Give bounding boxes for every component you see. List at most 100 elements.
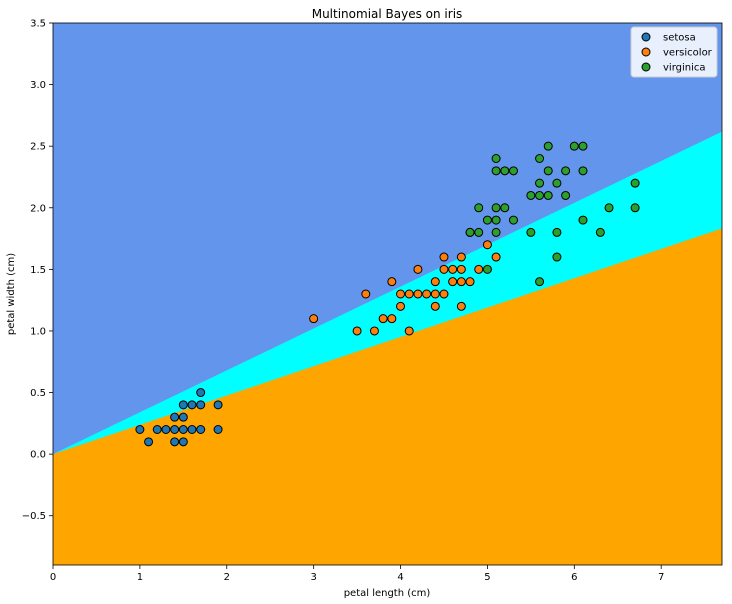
- y-tick-label: 2.5: [30, 142, 46, 153]
- point-setosa: [144, 437, 154, 447]
- point-setosa: [196, 400, 206, 410]
- point-virginica: [474, 227, 484, 237]
- point-virginica: [578, 141, 588, 151]
- point-virginica: [578, 166, 588, 176]
- x-tick-label: 5: [484, 572, 490, 583]
- point-versicolor: [413, 264, 423, 274]
- point-virginica: [543, 166, 553, 176]
- point-virginica: [535, 277, 545, 287]
- point-versicolor: [387, 277, 397, 287]
- point-setosa: [170, 425, 180, 434]
- x-tick-label: 2: [224, 572, 230, 583]
- point-versicolor: [422, 289, 432, 299]
- point-setosa: [187, 400, 197, 410]
- point-virginica: [543, 190, 553, 200]
- x-tick-label: 0: [50, 572, 56, 583]
- point-setosa: [213, 400, 223, 410]
- point-versicolor: [439, 289, 449, 299]
- x-tick-label: 3: [310, 572, 316, 583]
- decision-regions: [53, 23, 722, 565]
- point-versicolor: [309, 314, 319, 324]
- y-tick-label: 0.5: [30, 388, 46, 399]
- point-versicolor: [396, 289, 406, 299]
- y-tick-label: 1.5: [30, 265, 46, 276]
- point-versicolor: [465, 277, 475, 287]
- point-versicolor: [439, 252, 449, 262]
- point-virginica: [508, 166, 518, 176]
- point-virginica: [535, 190, 545, 200]
- point-virginica: [630, 178, 640, 188]
- point-versicolor: [439, 264, 449, 274]
- x-tick-label: 7: [658, 572, 664, 583]
- y-tick-label: −0.5: [22, 511, 46, 522]
- point-setosa: [196, 388, 206, 398]
- x-tick-label: 1: [137, 572, 143, 583]
- point-virginica: [465, 227, 475, 237]
- x-axis: 0 1 2 3 4 5 6 7: [50, 565, 664, 583]
- y-axis-label: petal width (cm): [6, 253, 17, 335]
- point-versicolor: [430, 301, 440, 311]
- point-virginica: [630, 203, 640, 213]
- point-virginica: [552, 252, 562, 262]
- region-setosa: [53, 228, 722, 565]
- legend: setosa versicolor virginica: [630, 26, 718, 78]
- point-versicolor: [352, 326, 362, 336]
- chart-title: Multinomial Bayes on iris: [312, 7, 463, 21]
- point-versicolor: [387, 314, 397, 324]
- point-virginica: [500, 203, 510, 213]
- plot-frame: [52, 22, 723, 566]
- point-virginica: [535, 178, 545, 188]
- point-virginica: [491, 215, 501, 225]
- point-versicolor: [430, 277, 440, 287]
- point-virginica: [552, 178, 562, 188]
- point-setosa: [178, 437, 188, 447]
- legend-label-virginica: virginica: [663, 63, 706, 74]
- point-versicolor: [474, 264, 484, 274]
- point-versicolor: [456, 252, 466, 262]
- point-versicolor: [413, 289, 423, 299]
- point-versicolor: [456, 264, 466, 274]
- y-tick-label: 2.0: [30, 203, 46, 214]
- x-tick-label: 4: [397, 572, 403, 583]
- point-virginica: [482, 215, 492, 225]
- point-versicolor: [430, 289, 440, 299]
- y-tick-label: 1.0: [30, 326, 46, 337]
- point-virginica: [561, 166, 571, 176]
- legend-marker-setosa: [641, 32, 651, 42]
- y-axis: −0.5 0.0 0.5 1.0 1.5 2.0 2.5 3.0 3.5: [22, 19, 53, 522]
- point-setosa: [178, 425, 188, 434]
- point-setosa: [152, 425, 162, 434]
- point-versicolor: [491, 252, 501, 262]
- legend-box: [630, 26, 718, 78]
- x-tick-label: 6: [571, 572, 577, 583]
- legend-label-setosa: setosa: [663, 33, 696, 44]
- point-setosa: [196, 425, 206, 434]
- point-virginica: [526, 227, 536, 237]
- y-tick-label: 3.0: [30, 80, 46, 91]
- point-setosa: [170, 437, 180, 447]
- point-virginica: [491, 227, 501, 237]
- point-virginica: [526, 190, 536, 200]
- point-versicolor: [361, 289, 371, 299]
- point-versicolor: [404, 289, 414, 299]
- point-virginica: [500, 166, 510, 176]
- point-setosa: [178, 412, 188, 422]
- point-virginica: [491, 166, 501, 176]
- point-versicolor: [448, 277, 458, 287]
- legend-marker-versicolor: [641, 47, 651, 57]
- point-versicolor: [482, 240, 492, 250]
- point-virginica: [569, 141, 579, 151]
- point-virginica: [474, 203, 484, 213]
- point-versicolor: [456, 301, 466, 311]
- legend-marker-virginica: [641, 62, 651, 72]
- point-virginica: [578, 215, 588, 225]
- point-setosa: [213, 425, 223, 434]
- point-virginica: [595, 227, 605, 237]
- point-virginica: [561, 190, 571, 200]
- y-tick-label: 0.0: [30, 450, 46, 461]
- point-setosa: [170, 412, 180, 422]
- point-versicolor: [404, 326, 414, 336]
- y-tick-label: 3.5: [30, 19, 46, 30]
